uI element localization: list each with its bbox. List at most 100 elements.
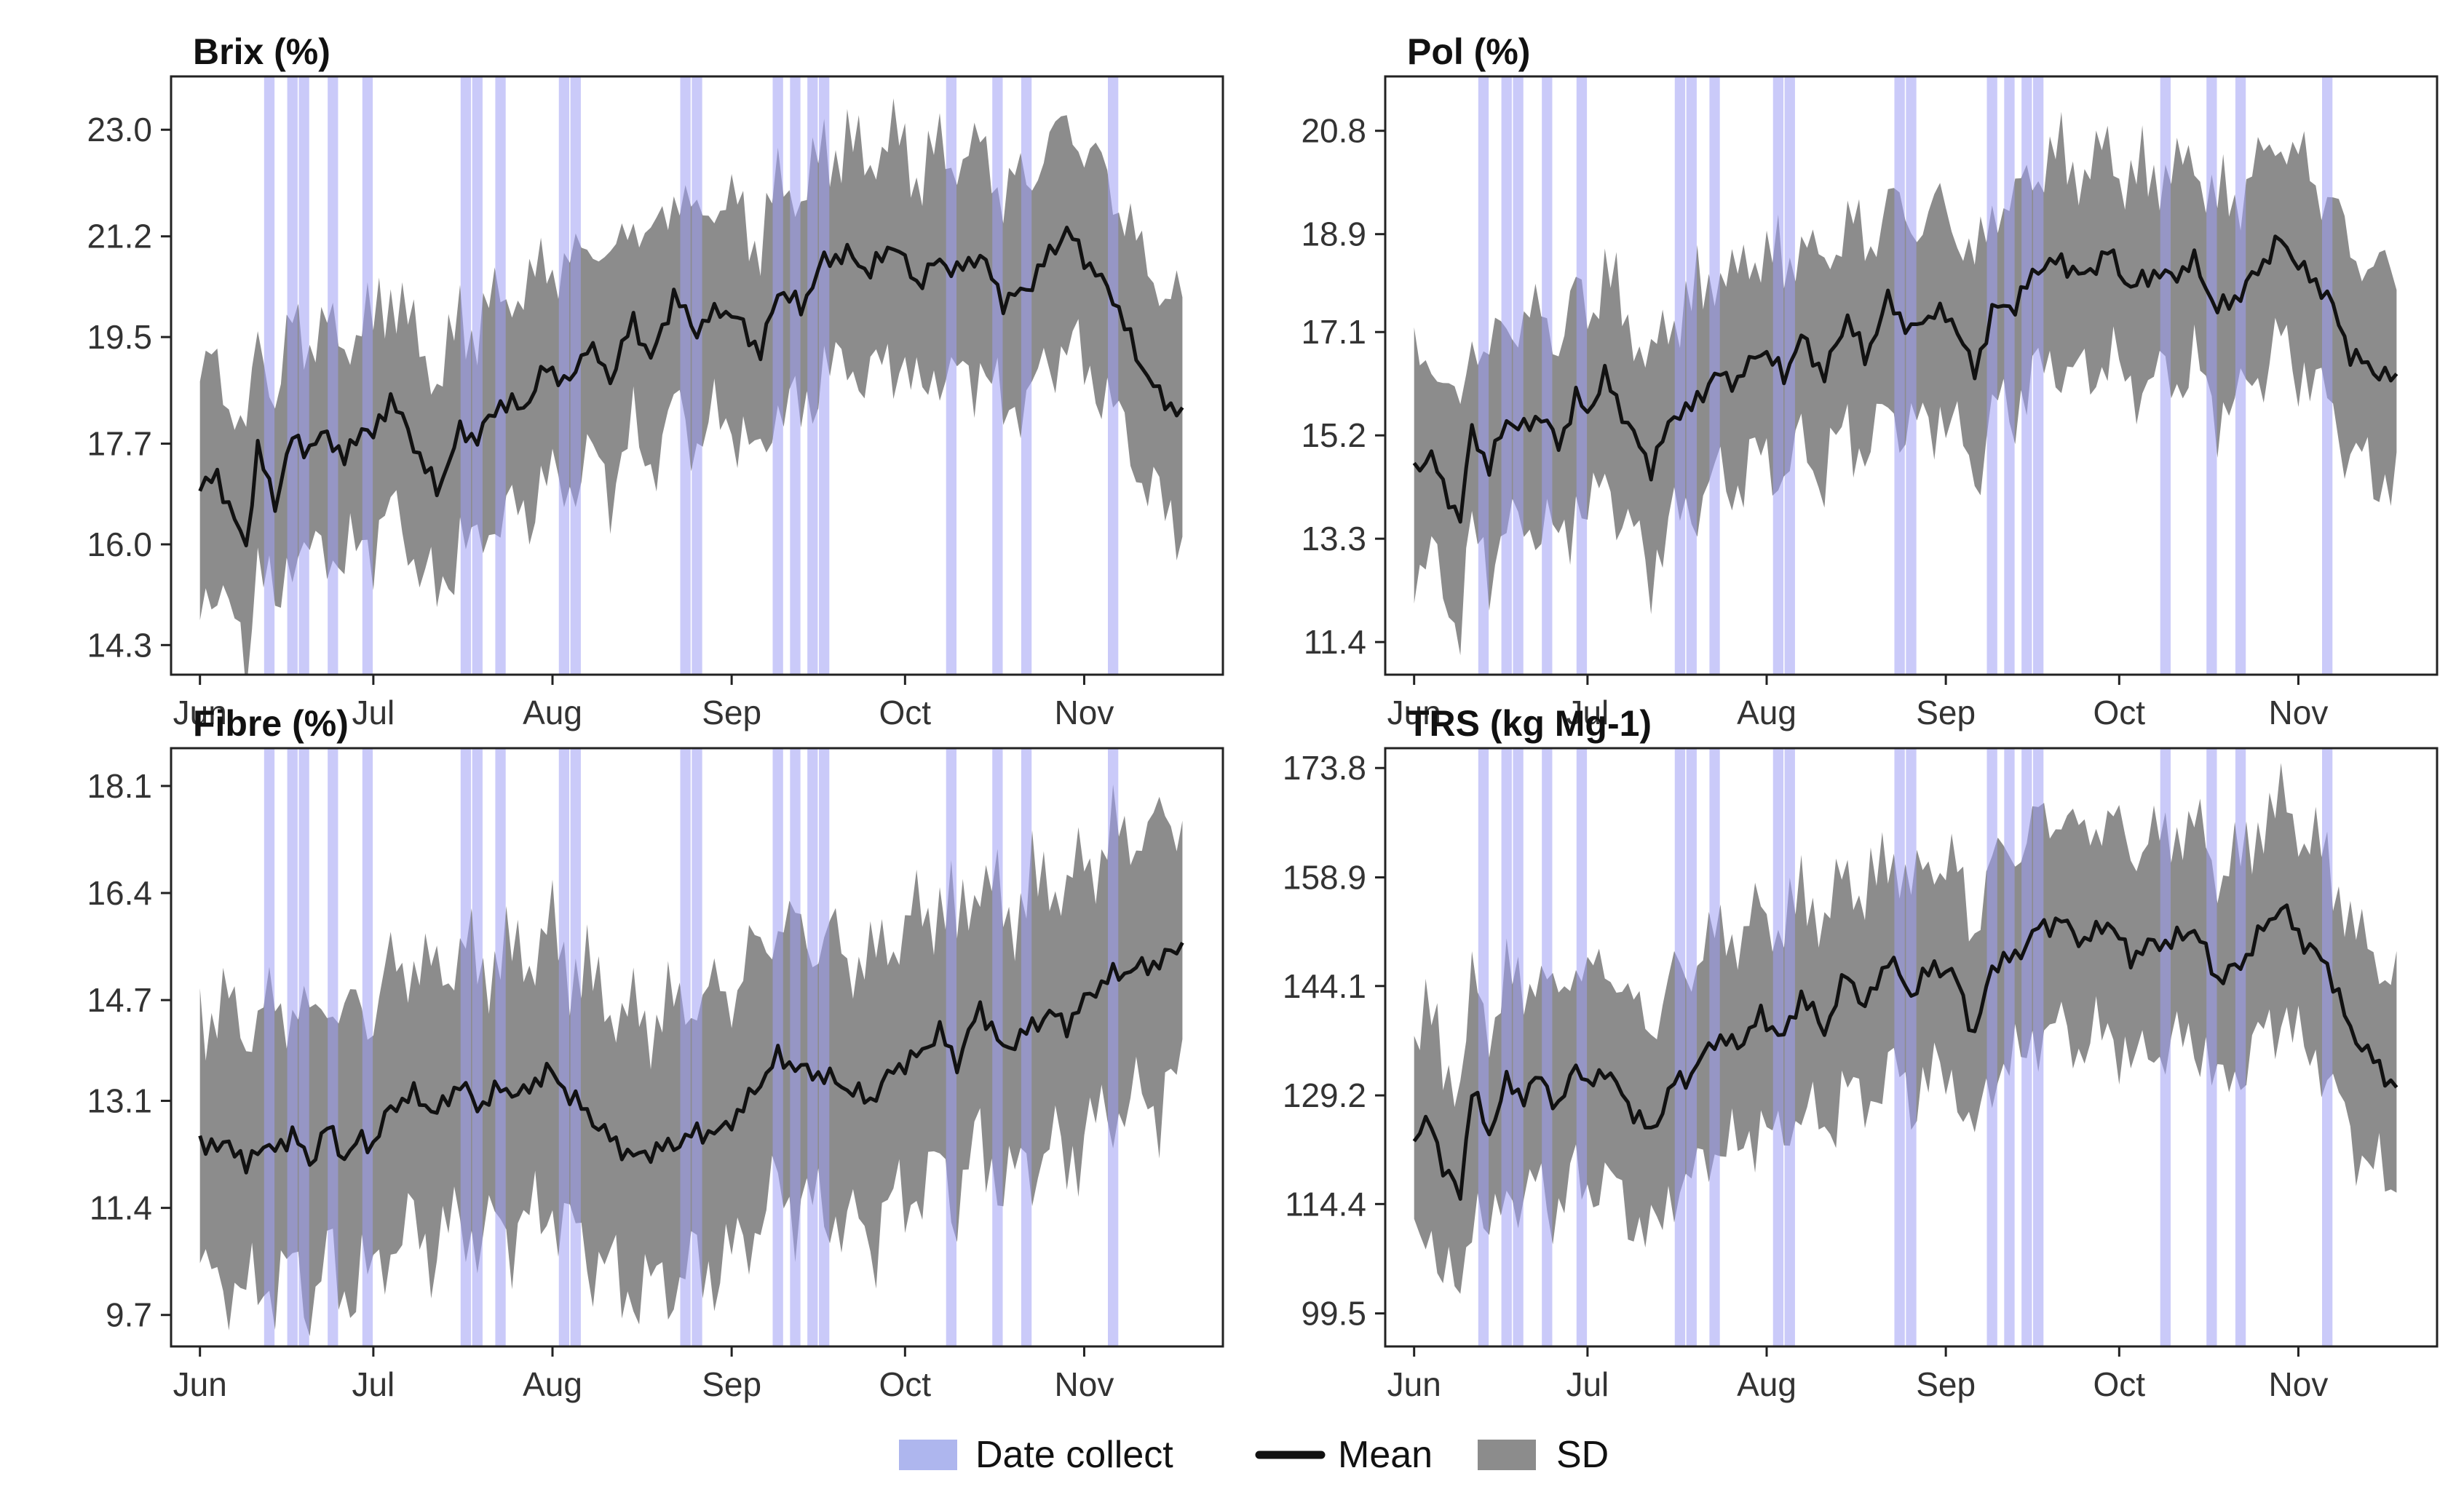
x-tick-label: Jul xyxy=(1566,1365,1609,1403)
x-tick-label: Sep xyxy=(702,694,761,731)
date-collect-band xyxy=(2206,748,2217,1346)
date-collect-band xyxy=(2004,76,2015,675)
y-tick-label: 129.2 xyxy=(1283,1076,1366,1114)
date-collect-band xyxy=(495,76,506,675)
date-collect-band xyxy=(1501,76,1512,675)
date-collect-band xyxy=(1784,76,1795,675)
date-collect-band xyxy=(1478,748,1489,1346)
date-collect-band xyxy=(1772,76,1784,675)
date-collect-band xyxy=(1021,748,1032,1346)
y-tick-label: 158.9 xyxy=(1283,859,1366,897)
date-collect-band xyxy=(264,76,275,675)
x-tick-label: Jun xyxy=(1387,1365,1441,1403)
y-tick-label: 16.4 xyxy=(87,874,152,912)
panel-title: Pol (%) xyxy=(1407,31,1530,72)
date-collect-band xyxy=(558,748,570,1346)
y-tick-label: 99.5 xyxy=(1301,1295,1366,1333)
y-tick-label: 14.3 xyxy=(87,626,152,664)
panel-title: Brix (%) xyxy=(193,31,330,72)
legend-sd-label: SD xyxy=(1556,1434,1609,1476)
date-collect-band xyxy=(2235,76,2246,675)
date-collect-band xyxy=(692,748,702,1346)
mean-line xyxy=(198,226,1184,548)
plot-area xyxy=(1412,76,2398,675)
date-collect-band xyxy=(495,748,506,1346)
mean-line xyxy=(1412,234,2398,524)
x-tick-label: Jun xyxy=(173,1365,227,1403)
date-collect-band xyxy=(298,748,309,1346)
date-collect-band xyxy=(1986,76,1997,675)
y-tick-label: 19.5 xyxy=(87,318,152,356)
sd-band xyxy=(199,98,1183,675)
date-collect-band xyxy=(790,76,801,675)
date-collect-band xyxy=(992,76,1003,675)
date-collect-band xyxy=(1686,748,1697,1346)
panel-trs: 99.5 114.4 129.2 144.1 158.9 173.8 Jun Jul Aug Se… xyxy=(1283,703,2439,1403)
x-tick-label: Jul xyxy=(352,1365,395,1403)
date-collect-band xyxy=(819,76,830,675)
date-collect-band xyxy=(1513,76,1524,675)
x-tick-label: Nov xyxy=(1055,1365,1114,1403)
date-collect-band xyxy=(1772,748,1784,1346)
date-collect-band xyxy=(328,76,338,675)
date-collect-band xyxy=(1894,76,1905,675)
y-tick-label: 114.4 xyxy=(1285,1185,1366,1223)
x-tick-label: Oct xyxy=(2093,694,2146,731)
date-collect-band xyxy=(1108,76,1119,675)
x-tick-label: Jun xyxy=(1387,694,1441,731)
x-tick-label: Oct xyxy=(879,694,932,731)
date-collect-band xyxy=(2322,748,2333,1346)
x-tick-label: Jul xyxy=(352,694,395,731)
y-tick-label: 18.1 xyxy=(87,767,152,805)
date-collect-band xyxy=(1576,748,1588,1346)
date-collect-band xyxy=(362,748,373,1346)
x-tick-label: Sep xyxy=(1916,694,1976,731)
date-collect-band xyxy=(2206,76,2217,675)
panel-frame xyxy=(170,75,1224,676)
date-collect-band xyxy=(2021,76,2032,675)
date-collect-band xyxy=(1686,76,1697,675)
date-collect-band xyxy=(2322,76,2333,675)
y-tick-label: 144.1 xyxy=(1283,967,1366,1005)
date-collect-band xyxy=(790,748,801,1346)
panel-title: TRS (kg Mg-1) xyxy=(1407,703,1652,744)
x-tick-label: Aug xyxy=(523,1365,582,1403)
date-collect-band xyxy=(2033,76,2044,675)
y-tick-label: 11.4 xyxy=(90,1189,152,1227)
date-collect-band xyxy=(692,76,702,675)
date-collect-band xyxy=(287,76,298,675)
x-tick-label: Oct xyxy=(879,1365,932,1403)
plot-area xyxy=(198,76,1184,675)
date-collect-band xyxy=(2004,748,2015,1346)
x-tick-label: Nov xyxy=(2269,1365,2329,1403)
date-collect-band xyxy=(1513,748,1524,1346)
plot-area xyxy=(1412,748,2398,1346)
date-collect-band xyxy=(570,748,581,1346)
legend: Date collect Mean SD xyxy=(899,1434,1609,1476)
panel-fibre: 9.7 11.4 13.1 14.7 16.4 18.1 Jun Jul Aug Sep Oct No… xyxy=(87,703,1224,1403)
date-collect-band xyxy=(2021,748,2032,1346)
y-tick-label: 173.8 xyxy=(1283,749,1366,787)
y-tick-label: 21.2 xyxy=(87,218,152,255)
date-collect-band xyxy=(1894,748,1905,1346)
y-tick-label: 15.2 xyxy=(1301,416,1366,454)
y-tick-label: 17.7 xyxy=(87,425,152,463)
panel-frame xyxy=(170,747,1224,1348)
x-tick-label: Aug xyxy=(1737,1365,1796,1403)
date-collect-band xyxy=(287,748,298,1346)
x-tick-label: Jun xyxy=(173,694,227,731)
date-collect-band xyxy=(2033,748,2044,1346)
y-tick-label: 23.0 xyxy=(87,111,152,148)
date-collect-band xyxy=(680,76,691,675)
date-collect-band xyxy=(1674,748,1686,1346)
date-collect-band xyxy=(1542,76,1553,675)
y-tick-label: 14.7 xyxy=(87,981,152,1019)
date-collect-band xyxy=(807,748,818,1346)
x-tick-label: Jul xyxy=(1566,694,1609,731)
date-collect-band xyxy=(680,748,691,1346)
date-collect-band xyxy=(298,76,309,675)
x-tick-label: Aug xyxy=(1737,694,1796,731)
mean-line xyxy=(1412,903,2398,1201)
y-tick-label: 11.4 xyxy=(1304,623,1366,661)
